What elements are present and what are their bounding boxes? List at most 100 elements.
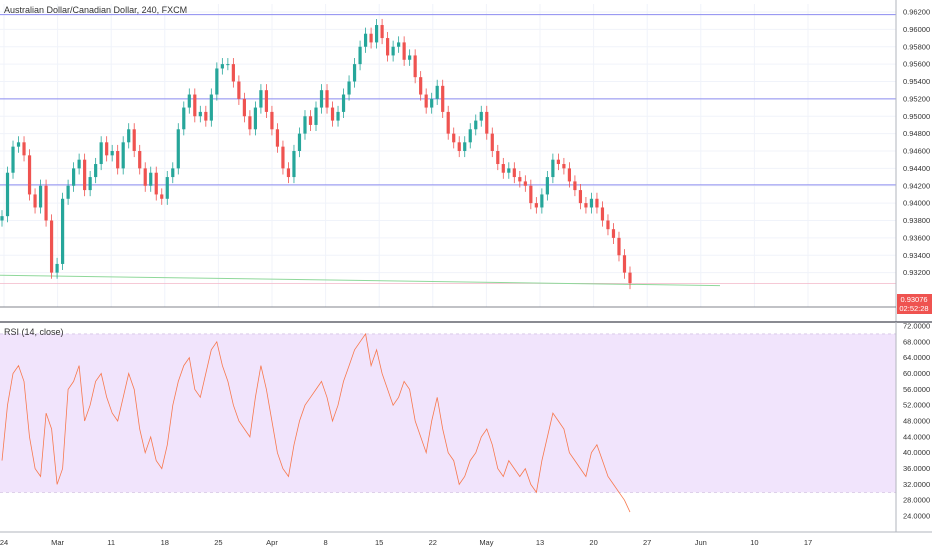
rsi-pane[interactable]: RSI (14, close) <box>0 327 896 513</box>
candle <box>187 88 191 114</box>
candle <box>5 166 10 223</box>
candle <box>253 101 258 136</box>
candle <box>38 179 43 214</box>
candle <box>286 162 291 184</box>
price-tick-label: 0.93400 <box>903 251 930 260</box>
candle <box>121 136 125 175</box>
rsi-line <box>1 332 631 513</box>
price-tick-label: 0.96000 <box>903 25 930 34</box>
price-tick-label: 0.94600 <box>903 147 930 156</box>
candle <box>127 123 131 149</box>
candle <box>386 31 390 62</box>
candle <box>617 231 621 262</box>
price-tick-label: 0.95000 <box>903 112 930 121</box>
candle <box>154 166 158 201</box>
time-axis[interactable]: 24 Mar 11 18 25 Apr 8 15 22 May 13 20 27 Jun 10 17 <box>0 531 932 547</box>
rsi-tick-label: 56.0000 <box>903 385 930 394</box>
candle <box>501 157 505 179</box>
time-tick-labels: 24 Mar 11 18 25 Apr 8 15 22 May 13 20 27 Jun 10 17 <box>0 538 812 547</box>
candle <box>573 175 577 197</box>
rsi-grid <box>0 333 896 493</box>
candle <box>281 140 285 175</box>
countdown-label: 02:52:28 <box>899 304 928 313</box>
time-tick-label: 25 <box>214 538 222 547</box>
rsi-axis[interactable]: 72.0000 68.0000 64.0000 60.0000 56.0000 52.00… <box>895 322 930 533</box>
rsi-tick-label: 60.0000 <box>903 369 930 378</box>
candle <box>507 162 511 179</box>
rsi-tick-label: 40.0000 <box>903 448 930 457</box>
rsi-tick-label: 48.0000 <box>903 417 930 426</box>
candle <box>430 92 434 114</box>
time-tick-label: 27 <box>643 538 651 547</box>
candle <box>116 144 120 175</box>
time-tick-label: May <box>479 538 493 547</box>
candle <box>27 149 32 201</box>
price-axis[interactable]: 0.96200 0.96000 0.95800 0.95600 0.95400 0.952… <box>895 0 932 322</box>
candle <box>44 179 48 227</box>
candle <box>237 75 241 105</box>
candle <box>16 136 21 153</box>
candle <box>347 75 351 101</box>
candle <box>110 144 114 162</box>
price-pane[interactable]: Australian Dollar/Canadian Dollar, 240, … <box>0 4 896 307</box>
time-tick-label: 22 <box>429 538 437 547</box>
rsi-tick-label: 44.0000 <box>903 432 930 441</box>
candle <box>369 27 373 49</box>
candle <box>83 153 87 197</box>
candle <box>94 157 98 184</box>
candle <box>60 192 65 271</box>
candle <box>380 18 384 45</box>
candle <box>226 58 230 71</box>
time-tick-label: Apr <box>266 538 278 547</box>
candle <box>413 49 417 84</box>
candle <box>584 197 588 214</box>
candle <box>363 27 368 53</box>
candle <box>352 58 357 88</box>
candle <box>88 170 92 197</box>
candles <box>0 18 632 290</box>
candle <box>628 266 632 290</box>
candle <box>248 110 252 136</box>
candle <box>512 162 516 184</box>
candle <box>49 214 54 279</box>
candle <box>523 175 527 192</box>
candle <box>474 114 478 136</box>
price-tick-label: 0.95200 <box>903 94 930 103</box>
price-tick-label: 0.95400 <box>903 77 930 86</box>
price-tick-label: 0.93200 <box>903 268 930 277</box>
candle <box>308 110 313 132</box>
candle <box>595 192 599 214</box>
candle <box>468 123 472 149</box>
time-tick-label: Jun <box>695 538 707 547</box>
candle <box>578 184 583 210</box>
candle <box>165 170 169 205</box>
candle <box>143 162 147 192</box>
candle <box>540 188 544 214</box>
candle <box>292 144 296 184</box>
candle <box>193 88 197 123</box>
candle <box>567 162 572 188</box>
candle <box>534 197 538 214</box>
price-grid <box>0 4 896 307</box>
candle <box>336 105 340 127</box>
candle <box>490 127 494 158</box>
candle <box>402 36 406 66</box>
candle <box>496 144 500 171</box>
candle <box>105 136 109 162</box>
time-tick-label: 20 <box>589 538 597 547</box>
candle <box>611 223 616 244</box>
candle <box>231 58 235 88</box>
candle <box>600 201 605 227</box>
candle <box>319 84 324 114</box>
candle <box>622 249 627 279</box>
candle <box>556 153 560 171</box>
candle <box>171 162 175 184</box>
candle <box>297 127 302 158</box>
candle <box>55 257 59 279</box>
candle <box>242 92 246 123</box>
rsi-pane-title: RSI (14, close) <box>4 327 64 337</box>
candle <box>446 105 450 140</box>
candle <box>545 170 549 201</box>
candle <box>441 79 445 118</box>
